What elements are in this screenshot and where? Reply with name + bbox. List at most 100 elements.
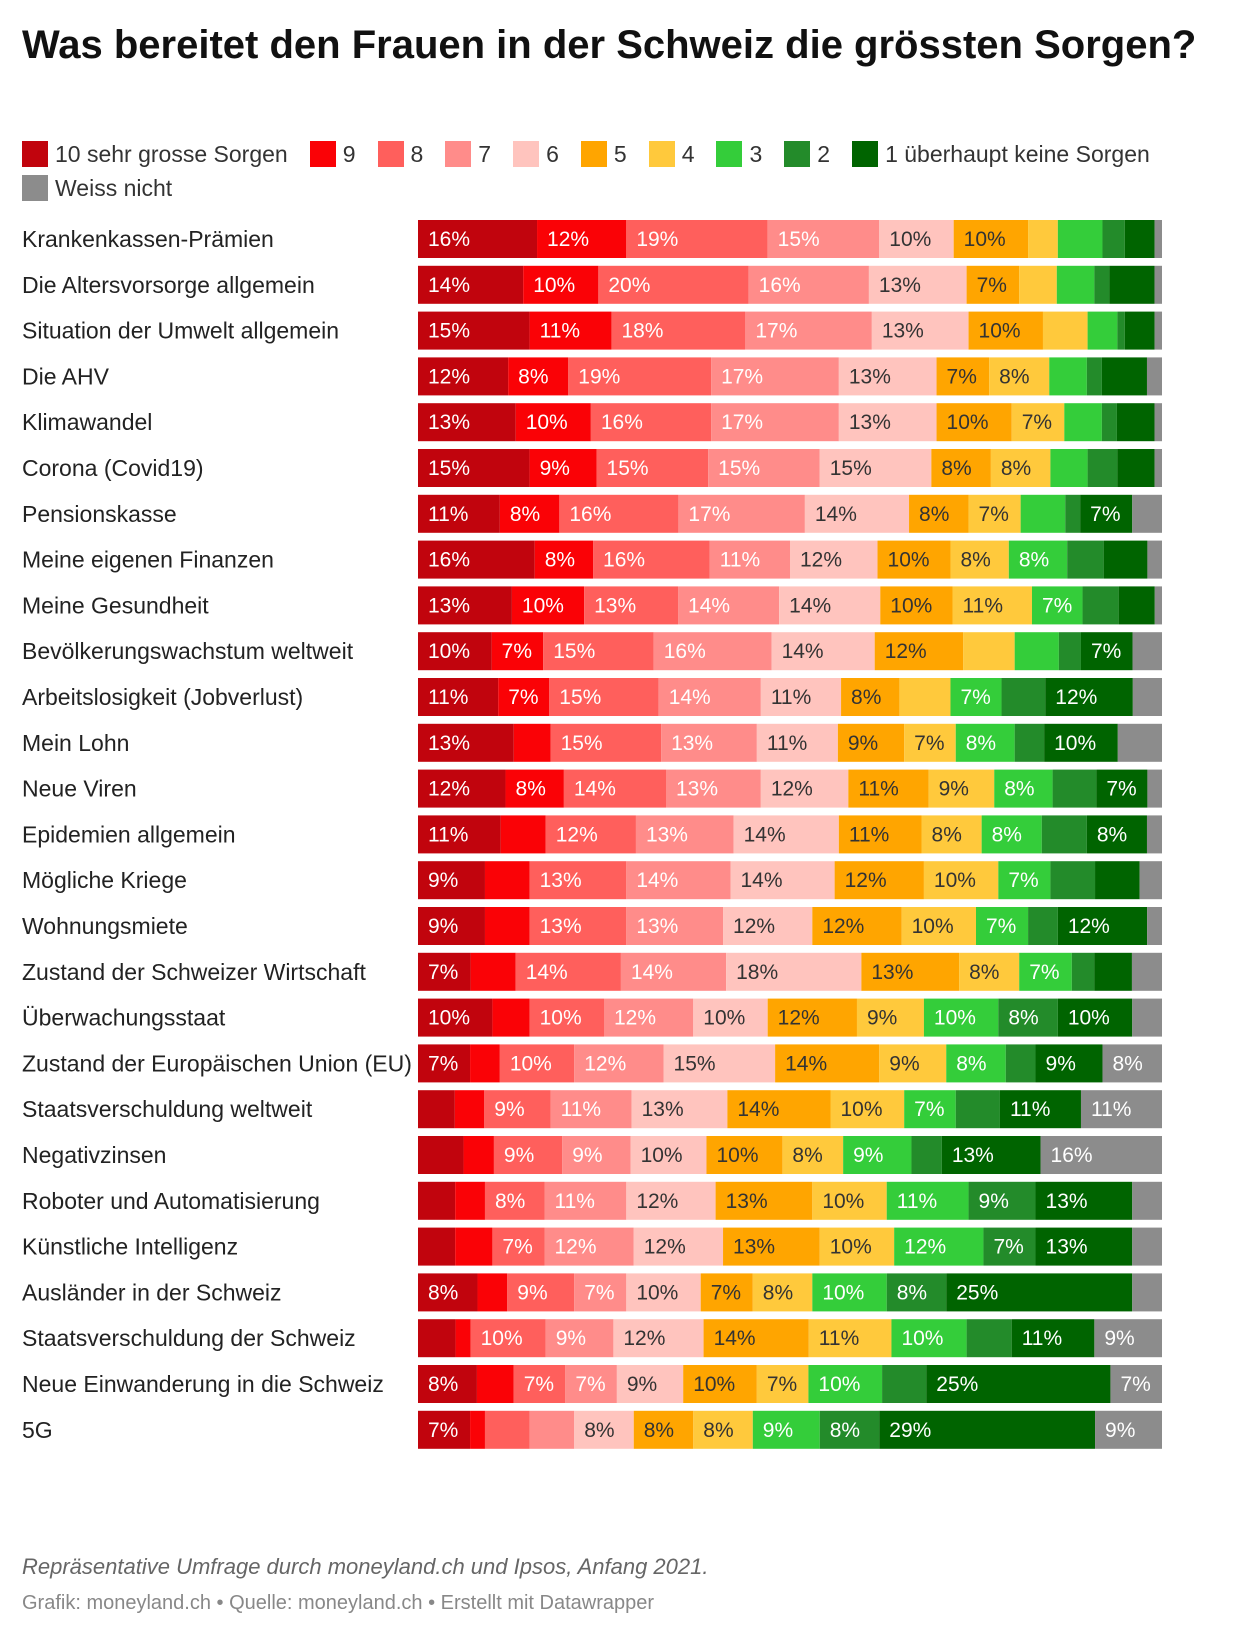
bar-segment (812, 1181, 887, 1220)
bar-segment (966, 1319, 1012, 1358)
data-label: 7% (508, 686, 538, 709)
bar-segment (706, 1136, 783, 1174)
data-label: 12% (1068, 915, 1110, 938)
data-label: 11% (771, 686, 811, 709)
data-label: 7% (993, 1236, 1023, 1259)
data-label: 17% (688, 503, 730, 526)
bar-segment (711, 357, 839, 396)
legend-item: Weiss nicht (22, 174, 172, 202)
legend-item: 2 (784, 140, 830, 168)
data-label: 12% (822, 915, 864, 938)
data-label: 12% (1055, 686, 1097, 709)
bar-segment (868, 265, 967, 304)
data-label: 7% (1106, 778, 1136, 801)
bar-segment (861, 952, 960, 991)
bar-segment (544, 1227, 634, 1266)
data-label: 13% (676, 778, 718, 801)
bar-segment (968, 494, 1021, 533)
bar-segment (709, 540, 790, 579)
bar-segment (1011, 1319, 1095, 1358)
bar-segment (1117, 723, 1162, 762)
data-label: 8% (1097, 823, 1127, 846)
bar-segment (470, 952, 516, 991)
bar-segment (493, 1136, 563, 1174)
bar-segment (1102, 220, 1125, 258)
data-label: 8% (919, 503, 949, 526)
bar-segment (1040, 1136, 1162, 1174)
bar-segment (1019, 952, 1072, 991)
bar-segment (1139, 861, 1162, 900)
data-label: 10% (693, 1373, 735, 1396)
data-label: 9% (939, 778, 969, 801)
data-label: 7% (428, 1052, 458, 1075)
data-label: 8% (428, 1281, 458, 1304)
data-label: 10% (818, 1373, 860, 1396)
data-label: 10% (947, 411, 989, 434)
bar-segment (756, 723, 838, 762)
bar-segment (593, 540, 710, 579)
data-label: 16% (664, 640, 706, 663)
data-label: 11% (1022, 1327, 1062, 1350)
bar-segment (616, 1365, 684, 1403)
bar-segment (1058, 632, 1081, 671)
data-label: 15% (607, 457, 649, 480)
bar-segment (484, 861, 530, 900)
bar-segment (880, 586, 953, 625)
bar-segment (418, 907, 485, 945)
data-label: 13% (882, 320, 924, 343)
bar-segment (1095, 861, 1140, 900)
bar-segment (1019, 265, 1057, 304)
bar-segment (955, 1090, 1000, 1129)
bar-segment (1116, 403, 1155, 442)
bar-segment (544, 1181, 627, 1220)
bar-segment (1080, 1090, 1162, 1129)
data-label: 29% (889, 1419, 931, 1442)
data-label: 10% (841, 1098, 883, 1121)
bar-segment (455, 1319, 471, 1358)
data-label: 7% (524, 1373, 554, 1396)
bar-segment (882, 1365, 927, 1403)
bar-segment (819, 1227, 895, 1266)
bar-segment (418, 723, 514, 762)
bar-segment (1147, 769, 1162, 808)
data-label: 16% (1051, 1144, 1093, 1167)
bar-segment (574, 1410, 634, 1449)
bar-segment (1067, 540, 1104, 579)
data-label: 7% (947, 365, 977, 388)
data-label: 11% (428, 823, 468, 846)
bar-segment (990, 449, 1051, 487)
data-label: 12% (771, 778, 813, 801)
bar-segment (550, 1090, 632, 1129)
data-label: 8% (1001, 457, 1031, 480)
bar-segment (1094, 265, 1110, 304)
bar-segment (968, 311, 1043, 350)
bar-segment (1057, 220, 1103, 258)
bar-segment (418, 1090, 455, 1129)
legend-item: 7 (445, 140, 491, 168)
bar-segment (1102, 1044, 1162, 1083)
bar-segment (760, 769, 849, 808)
bar-segment (804, 494, 910, 533)
data-label: 7% (428, 961, 458, 984)
data-label: 14% (744, 823, 786, 846)
bar-segment (418, 311, 530, 350)
bar-segment (574, 1044, 664, 1083)
bar-segment (1132, 1227, 1162, 1266)
data-label: 17% (721, 365, 763, 388)
data-label: 12% (778, 1007, 820, 1030)
bar-segment (782, 1136, 844, 1174)
bar-segment (529, 311, 612, 350)
data-label: 12% (885, 640, 927, 663)
data-label: 10% (428, 1007, 470, 1030)
bar-segment (941, 1136, 1041, 1174)
data-label: 7% (1042, 594, 1072, 617)
data-label: 10% (510, 1052, 552, 1075)
bar-segment (418, 1044, 471, 1083)
bar-segment (626, 220, 768, 258)
stacked-bar-chart: Krankenkassen-Prämien 16% 12% 19% 15% 10% 10% D… (22, 220, 1162, 1449)
bar-segment (837, 723, 905, 762)
data-label: 14% (526, 961, 568, 984)
data-label: 10% (636, 1281, 678, 1304)
data-label: 13% (428, 732, 470, 755)
row-label: Arbeitslosigkeit (Jobverlust) (22, 684, 303, 710)
